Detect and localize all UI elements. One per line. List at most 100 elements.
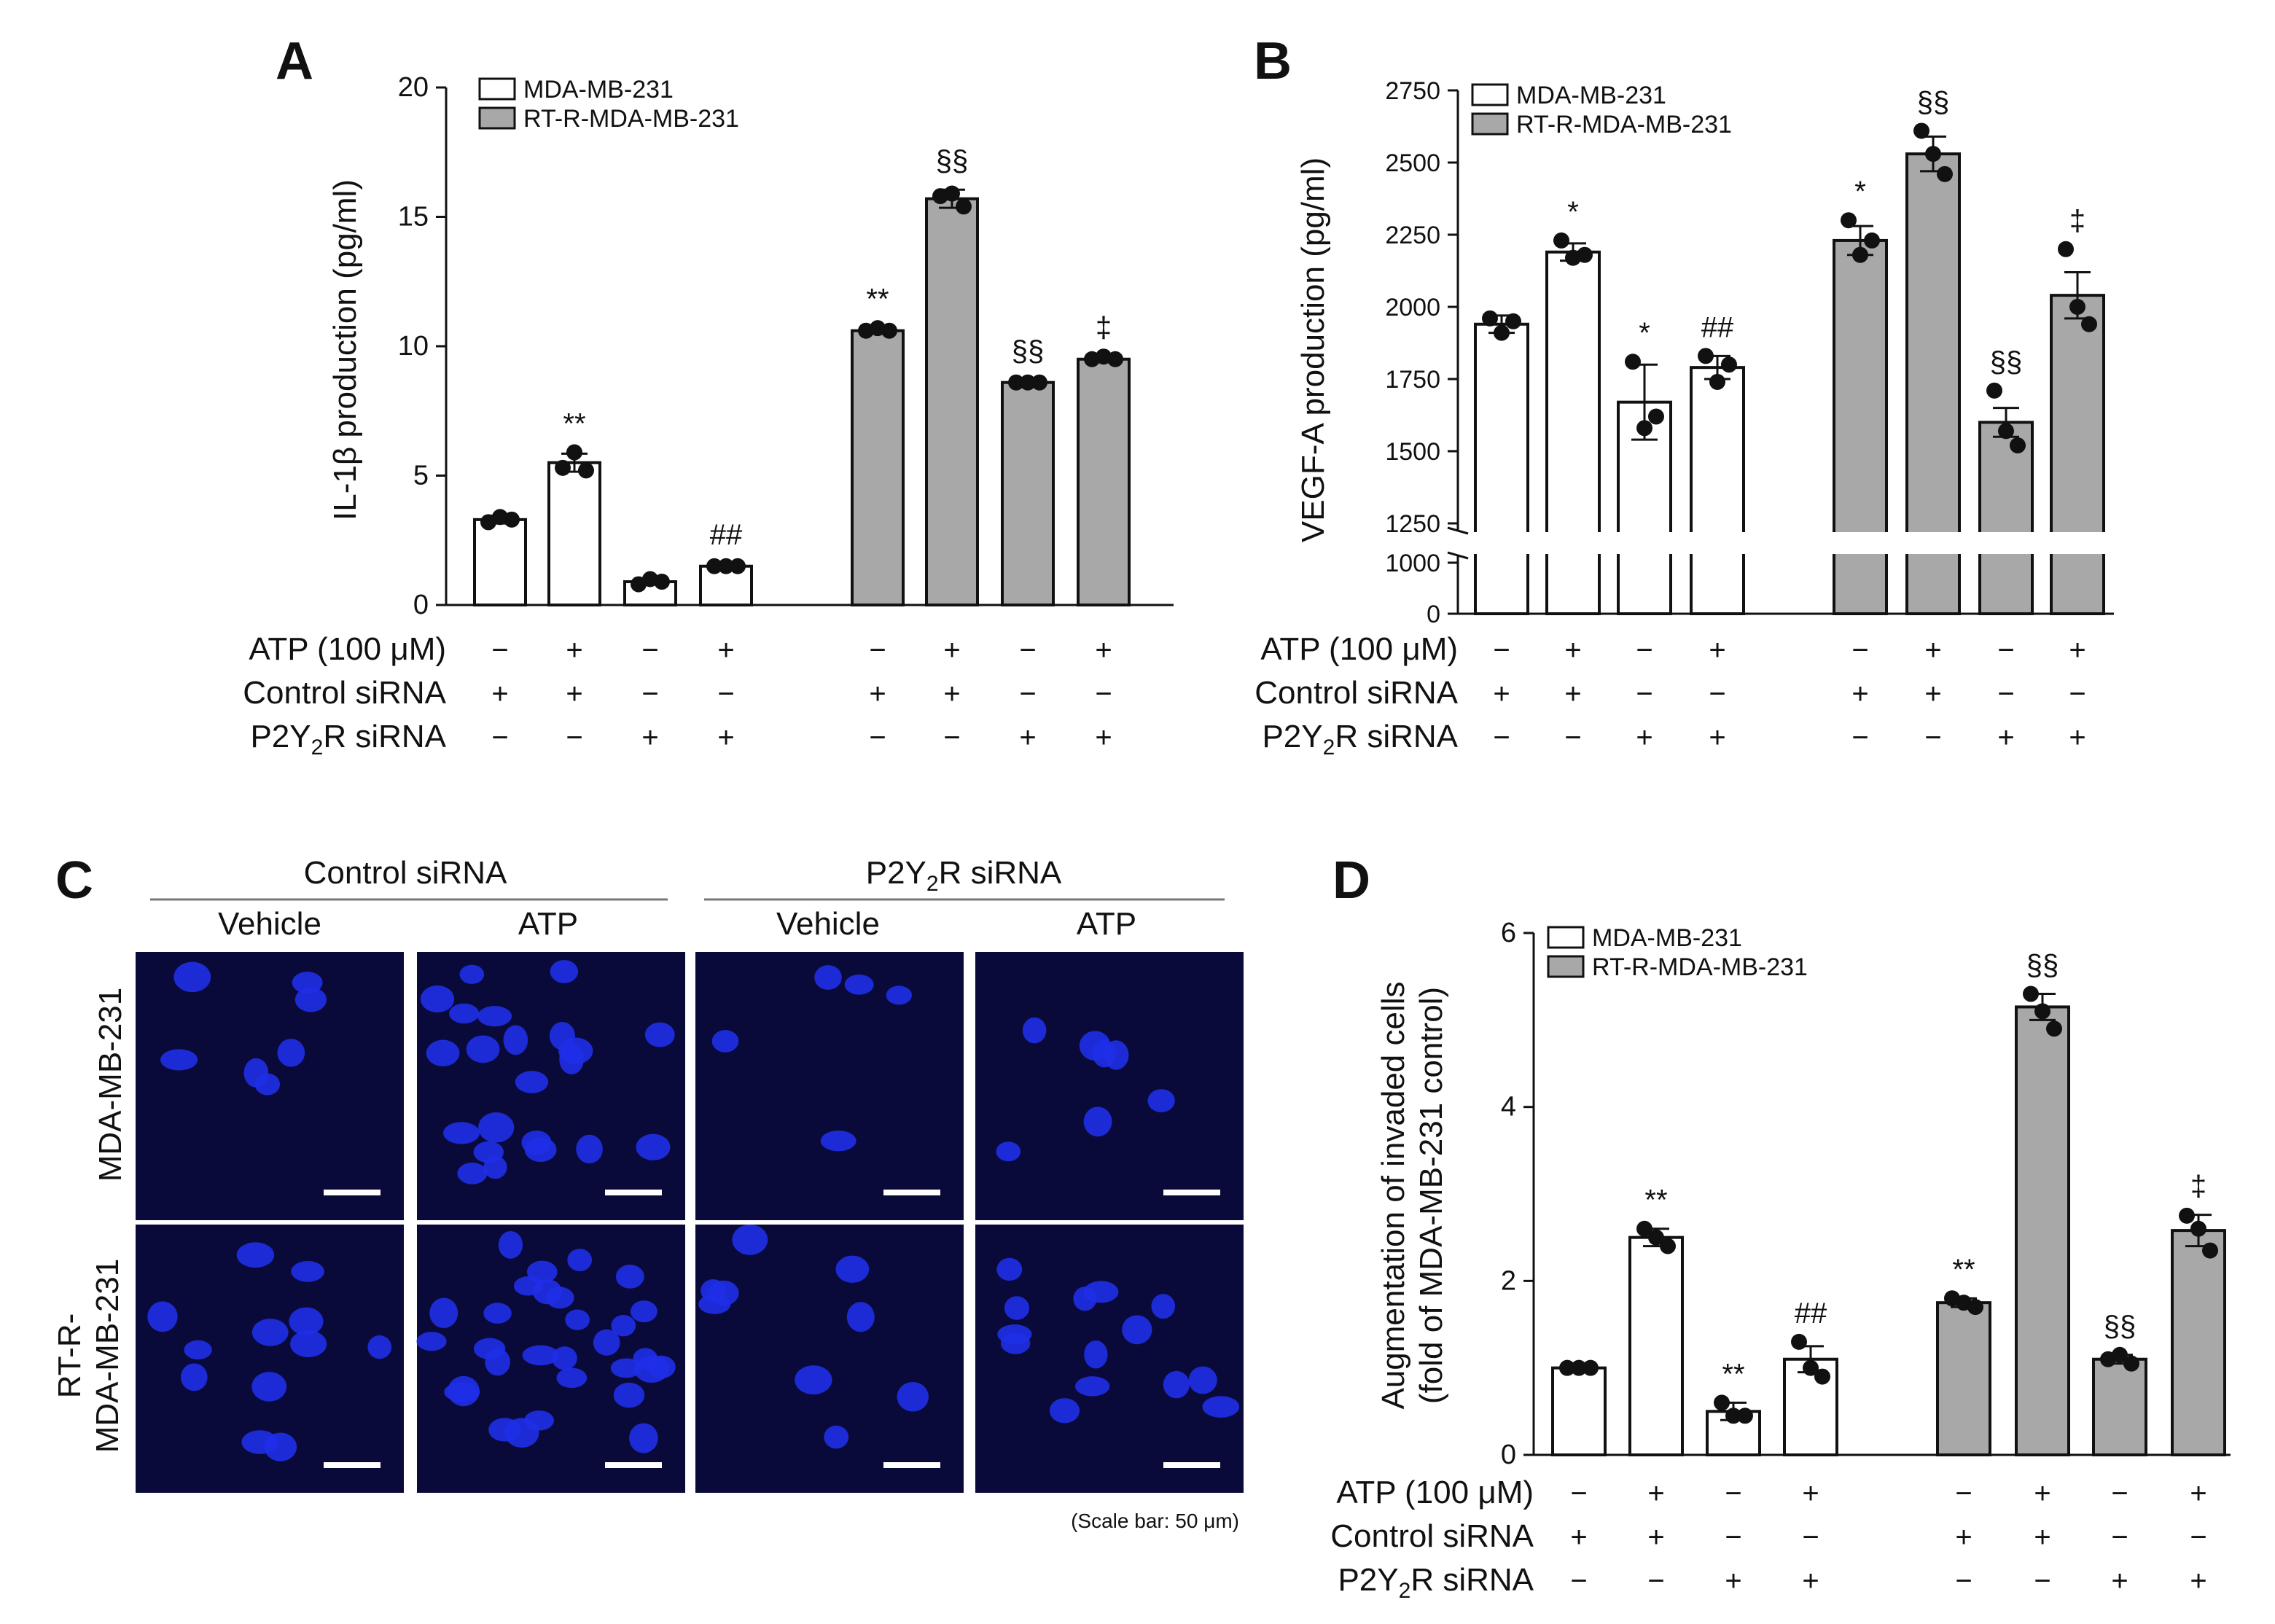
treatment-sign: + bbox=[2034, 1477, 2050, 1510]
treatment-sign: + bbox=[943, 678, 960, 710]
treatment-sign: + bbox=[2069, 722, 2085, 754]
significance-mark: ‡ bbox=[2190, 1171, 2206, 1203]
column-label-3: Vehicle bbox=[776, 906, 880, 942]
nucleus bbox=[420, 985, 455, 1013]
y-tick-label: 2500 bbox=[1385, 149, 1440, 177]
bar-mda bbox=[1690, 366, 1745, 615]
bar-rtr bbox=[1077, 357, 1131, 606]
y-axis-label: IL-1β production (pg/ml) bbox=[327, 179, 363, 520]
significance-mark: §§ bbox=[2104, 1311, 2137, 1343]
significance-mark: ** bbox=[1722, 1358, 1744, 1390]
nucleus bbox=[550, 960, 579, 983]
data-point bbox=[1505, 313, 1521, 329]
y-tick-label: 4 bbox=[1501, 1092, 1516, 1123]
data-point bbox=[718, 558, 734, 574]
data-point bbox=[2058, 241, 2074, 257]
treatment-sign: + bbox=[1647, 1477, 1664, 1510]
nucleus bbox=[478, 1112, 515, 1143]
nucleus bbox=[483, 1303, 512, 1324]
nucleus bbox=[886, 985, 912, 1005]
scale-note: (Scale bar: 50 μm) bbox=[1071, 1510, 1239, 1532]
nucleus bbox=[416, 1332, 447, 1351]
treatment-sign: − bbox=[1636, 634, 1652, 666]
scale-bar bbox=[883, 1190, 940, 1195]
treatment-sign: − bbox=[1851, 722, 1868, 754]
treatment-sign: + bbox=[1095, 722, 1112, 754]
column-label-2: ATP bbox=[518, 906, 578, 942]
data-point bbox=[1559, 1359, 1575, 1376]
treatment-sign: + bbox=[1709, 722, 1725, 754]
nucleus bbox=[732, 1224, 768, 1255]
nucleus bbox=[429, 1297, 458, 1329]
chart-a-il1b: 0 5 10 15 20 IL-1β production (pg/ml) ** ## ** §§… bbox=[243, 72, 1174, 760]
row-label-control: Control siRNA bbox=[1254, 675, 1458, 711]
treatment-sign: − bbox=[869, 634, 886, 666]
treatment-sign: + bbox=[1570, 1521, 1587, 1553]
significance-mark: §§ bbox=[1990, 346, 2023, 378]
data-point bbox=[2069, 299, 2085, 315]
data-point bbox=[2179, 1207, 2195, 1224]
legend-label-rtr: RT-R-MDA-MB-231 bbox=[523, 105, 739, 133]
data-point bbox=[1864, 232, 1880, 249]
data-point bbox=[1998, 423, 2014, 440]
treatment-sign: − bbox=[1019, 634, 1036, 666]
significance-mark: §§ bbox=[1012, 335, 1045, 367]
micrograph-tile bbox=[417, 952, 685, 1220]
data-point bbox=[2123, 1355, 2139, 1372]
y-axis-label-line1: Augmentation of invaded cells bbox=[1375, 981, 1411, 1409]
row-label-control: Control siRNA bbox=[243, 675, 446, 711]
nucleus bbox=[997, 1324, 1032, 1345]
bar-mda bbox=[1551, 1366, 1607, 1456]
nucleus bbox=[593, 1329, 620, 1356]
data-point bbox=[956, 198, 972, 215]
nucleus bbox=[545, 1287, 574, 1309]
legend-label-mda: MDA-MB-231 bbox=[1592, 924, 1742, 952]
scale-bar bbox=[605, 1462, 662, 1468]
treatment-sign: − bbox=[641, 678, 658, 710]
y-tick-label: 1750 bbox=[1385, 366, 1440, 394]
legend-swatch-rtr bbox=[1547, 955, 1585, 978]
significance-mark: * bbox=[1639, 317, 1650, 349]
nucleus bbox=[711, 1030, 739, 1053]
row-label-control: Control siRNA bbox=[1330, 1518, 1534, 1554]
nucleus bbox=[448, 1375, 480, 1407]
nucleus bbox=[567, 1249, 593, 1272]
scale-bar bbox=[324, 1190, 381, 1195]
treatment-sign: + bbox=[1019, 722, 1036, 754]
nucleus bbox=[294, 987, 327, 1012]
data-point bbox=[2034, 1003, 2050, 1020]
bar-break-gap bbox=[1472, 532, 1531, 554]
significance-mark: ‡ bbox=[1096, 311, 1112, 343]
treatment-sign: + bbox=[2069, 634, 2085, 666]
nucleus bbox=[644, 1022, 675, 1047]
treatment-sign: − bbox=[491, 634, 508, 666]
nucleus bbox=[180, 1363, 208, 1391]
data-point bbox=[1737, 1408, 1753, 1424]
nucleus bbox=[1073, 1287, 1097, 1311]
nucleus bbox=[498, 1230, 523, 1259]
bar-rtr bbox=[851, 329, 905, 606]
nucleus bbox=[552, 1346, 577, 1370]
data-point bbox=[1636, 1220, 1652, 1237]
nucleus bbox=[611, 1314, 636, 1337]
legend-label-mda: MDA-MB-231 bbox=[523, 76, 674, 104]
column-label-4: ATP bbox=[1077, 906, 1136, 942]
nucleus bbox=[264, 1432, 297, 1461]
y-tick-label: 2250 bbox=[1385, 222, 1440, 249]
treatment-sign: − bbox=[943, 722, 960, 754]
y-tick-label: 0 bbox=[413, 590, 429, 620]
y-tick-label: 2 bbox=[1501, 1265, 1516, 1296]
nucleus bbox=[367, 1335, 392, 1359]
scale-bar bbox=[324, 1462, 381, 1468]
nucleus bbox=[556, 1367, 588, 1389]
axis-break-mark bbox=[1447, 551, 1469, 560]
nucleus bbox=[1122, 1315, 1152, 1345]
treatment-sign: + bbox=[1851, 678, 1868, 710]
data-point bbox=[2190, 1220, 2206, 1237]
legend-swatch-rtr bbox=[478, 106, 516, 130]
axis-break-mark bbox=[1447, 526, 1469, 535]
bar-mda bbox=[473, 518, 527, 606]
treatment-sign: − bbox=[2190, 1521, 2206, 1553]
bar-break-gap bbox=[1831, 532, 1889, 554]
